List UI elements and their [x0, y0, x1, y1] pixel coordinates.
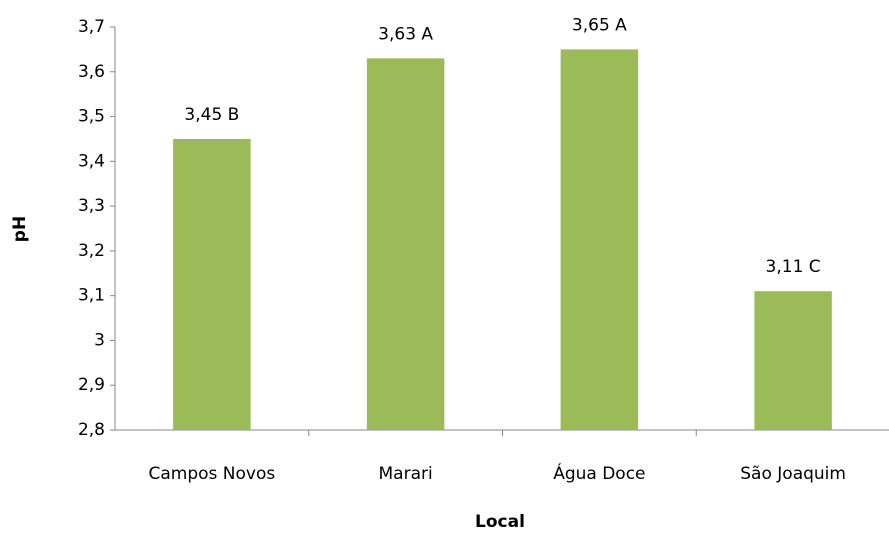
y-axis-label: pH	[10, 216, 30, 242]
y-tick-label: 3,2	[78, 241, 105, 261]
data-label: 3,45 B	[184, 105, 239, 125]
x-axis-label: Local	[475, 512, 525, 532]
bar	[173, 138, 251, 430]
x-tick-label: Campos Novos	[149, 464, 276, 484]
x-tick-label: São Joaquim	[740, 464, 846, 484]
y-tick-label: 3,5	[78, 107, 105, 127]
y-tick-label: 3	[94, 330, 105, 350]
bar	[366, 58, 445, 430]
y-tick-label: 3,4	[78, 151, 105, 171]
y-tick-label: 2,8	[78, 420, 105, 440]
data-label: 3,11 C	[766, 257, 821, 277]
data-label: 3,65 A	[572, 15, 627, 35]
y-tick-label: 3,7	[78, 17, 105, 37]
bar	[560, 49, 639, 431]
y-tick-label: 3,6	[78, 62, 105, 82]
x-tick-label: Água Doce	[553, 462, 645, 484]
bar	[754, 291, 832, 430]
y-tick-label: 3,3	[78, 196, 105, 216]
x-tick-label: Marari	[379, 464, 433, 484]
y-tick-label: 2,9	[78, 375, 105, 395]
y-tick-label: 3,1	[78, 286, 105, 306]
data-label: 3,63 A	[378, 24, 433, 44]
